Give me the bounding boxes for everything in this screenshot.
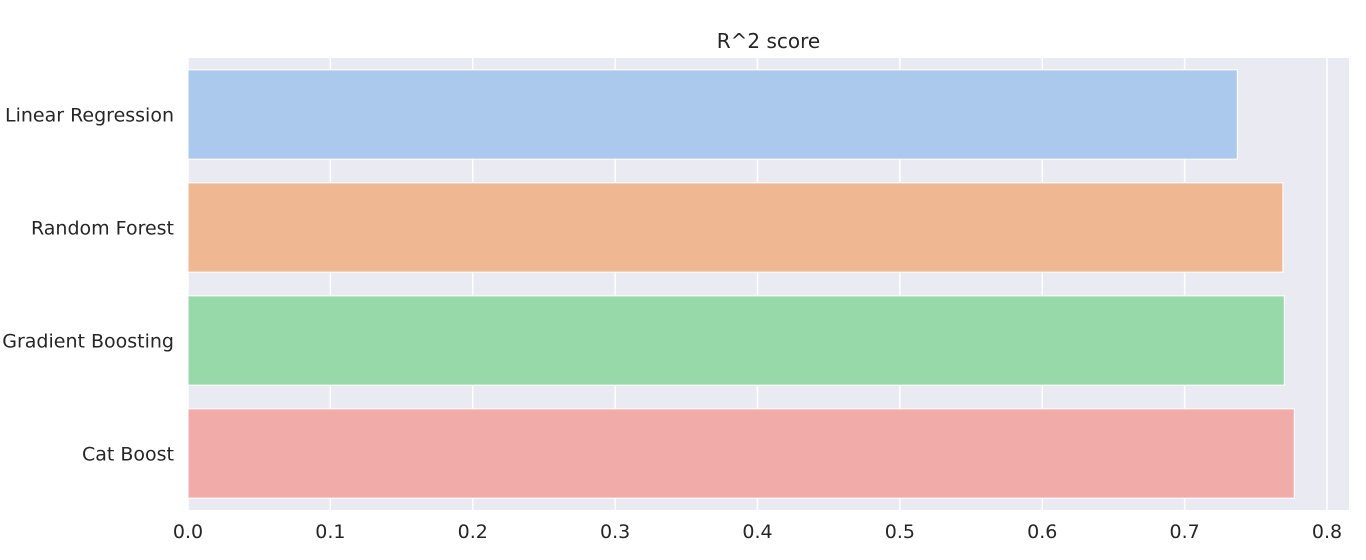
bar bbox=[187, 408, 1295, 499]
y-category-label: Gradient Boosting bbox=[2, 331, 174, 353]
y-axis-categories: Linear Regression Random Forest Gradient B… bbox=[2, 105, 174, 466]
y-category-label: Linear Regression bbox=[5, 105, 174, 127]
x-tick-label: 0.2 bbox=[458, 521, 488, 543]
x-tick-label: 0.5 bbox=[885, 521, 915, 543]
x-tick-label: 0.7 bbox=[1170, 521, 1200, 543]
x-tick-label: 0.1 bbox=[315, 521, 345, 543]
bars bbox=[187, 69, 1295, 499]
x-axis-ticks: 0.0 0.1 0.2 0.3 0.4 0.5 0.6 0.7 0.8 bbox=[173, 521, 1342, 543]
x-tick-label: 0.0 bbox=[173, 521, 203, 543]
x-tick-label: 0.3 bbox=[600, 521, 630, 543]
x-tick-label: 0.4 bbox=[742, 521, 772, 543]
y-category-label: Random Forest bbox=[31, 218, 174, 240]
bar bbox=[187, 69, 1238, 160]
x-tick-label: 0.6 bbox=[1027, 521, 1057, 543]
chart-title: R^2 score bbox=[717, 29, 820, 53]
bar bbox=[187, 295, 1285, 386]
y-category-label: Cat Boost bbox=[82, 444, 174, 466]
bar bbox=[187, 182, 1284, 273]
x-tick-label: 0.8 bbox=[1312, 521, 1342, 543]
